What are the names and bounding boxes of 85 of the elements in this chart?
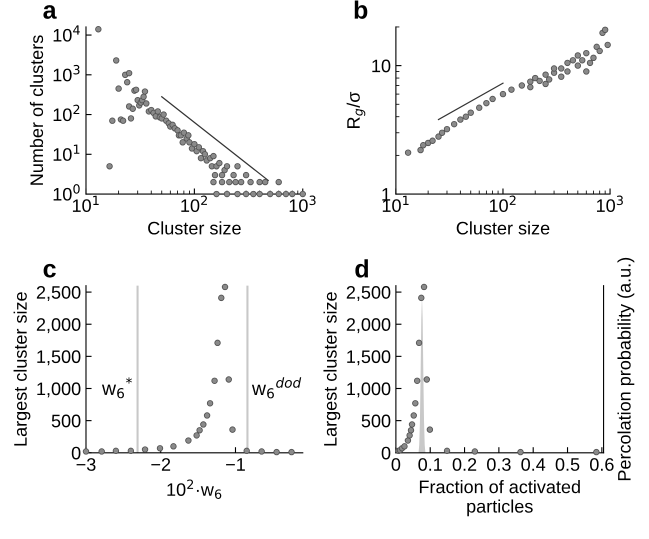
y-tick-label: 0: [72, 446, 80, 460]
point: [170, 443, 177, 450]
point: [288, 448, 295, 456]
x-tick-label: 10$^{3}$: [290, 196, 316, 212]
point: [424, 376, 430, 383]
ref-line-label: w$_{6}$$^{*}$: [102, 377, 132, 398]
point: [416, 340, 422, 346]
point: [412, 400, 419, 406]
y-tick-label: 1,500: [37, 350, 80, 366]
point: [418, 294, 424, 302]
y-tick-label: 500: [52, 414, 80, 428]
point: [517, 448, 524, 456]
point: [196, 427, 203, 434]
point: [420, 284, 428, 290]
y-axis-title: R$_{g}$/σ: [346, 92, 366, 128]
x-tick-label: 10$^{3}$: [596, 196, 623, 212]
point: [222, 284, 228, 290]
point: [593, 448, 600, 456]
y2-axis-title: Percolation probability (a.u.): [617, 258, 634, 480]
y-axis-title: Number of clusters: [30, 35, 44, 185]
x-tick-label: −2: [151, 458, 170, 471]
x-axis-title: Cluster size: [148, 221, 241, 235]
chart-title: a: [43, 5, 57, 19]
point: [404, 437, 412, 444]
x-tick-label: 0: [392, 458, 400, 471]
y-axis-title: Largest cluster size: [14, 292, 30, 446]
ref-line-label: w$_{6}$$^{dod}$: [252, 377, 302, 398]
y-tick-label: 10: [372, 60, 390, 72]
x-tick-label: 0.6: [590, 458, 614, 471]
x-axis-title: Fraction of activated particles: [420, 480, 580, 516]
y-tick-label: 1,500: [347, 350, 390, 366]
y-tick-label: 10$^{4}$: [54, 25, 80, 42]
x-axis-title: Cluster size: [456, 221, 550, 235]
point: [142, 446, 148, 453]
y-tick-label: 1,000: [37, 382, 80, 398]
y-tick-label: 10$^{1}$: [54, 144, 80, 161]
point: [229, 426, 236, 433]
x-tick-label: −1: [226, 458, 245, 471]
y-tick-label: 2,500: [36, 286, 80, 301]
chart-title: c: [44, 264, 56, 278]
point: [112, 448, 120, 454]
y-axis-title: Largest cluster size: [323, 292, 340, 446]
x-axis-title: 10$^{2}$·w$_{6}$: [167, 480, 222, 499]
point: [406, 432, 413, 439]
point: [226, 376, 232, 383]
y-tick-label: 10$^{3}$: [54, 64, 80, 82]
x-tick-label: 0.4: [521, 458, 546, 471]
chart-title: b: [354, 0, 368, 19]
point: [401, 443, 408, 450]
point: [273, 448, 280, 456]
y-tick-label: 2,500: [346, 286, 390, 301]
point: [244, 448, 250, 454]
point: [214, 340, 221, 346]
y-tick-label: 10$^{2}$: [54, 104, 80, 122]
x-tick-label: 10$^{2}$: [181, 196, 207, 212]
point: [128, 448, 134, 454]
x-tick-label: 0.5: [556, 458, 580, 471]
point: [204, 412, 210, 419]
point: [206, 400, 214, 406]
x-tick-label: 0.1: [418, 458, 442, 471]
point: [408, 427, 414, 434]
point: [200, 421, 207, 428]
point: [410, 412, 417, 419]
x-tick-label: 0.2: [452, 458, 476, 471]
y-tick-label: 2,000: [36, 318, 80, 334]
x-tick-label: −3: [76, 458, 96, 471]
y-tick-label: 0: [382, 446, 390, 460]
point: [472, 448, 478, 455]
point: [408, 421, 416, 428]
point: [98, 448, 105, 455]
y-tick-label: 500: [362, 414, 390, 428]
y-tick-label: 2,000: [346, 318, 390, 334]
point: [185, 437, 192, 444]
point: [218, 294, 224, 302]
point: [258, 448, 265, 455]
point: [426, 426, 434, 433]
point: [414, 378, 420, 384]
x-tick-label: 10$^{2}$: [490, 196, 516, 212]
point: [211, 378, 218, 384]
point: [444, 448, 450, 454]
point: [156, 445, 164, 452]
x-tick-label: 0.3: [487, 458, 511, 471]
y-tick-label: 1,000: [347, 382, 390, 398]
point: [193, 432, 200, 439]
chart-title: d: [355, 259, 368, 278]
